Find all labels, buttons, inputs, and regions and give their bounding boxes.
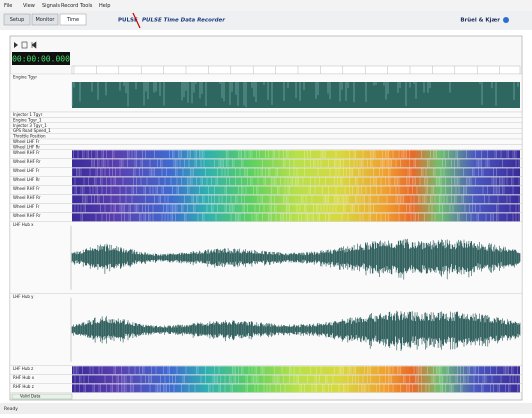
track-row [10,134,522,139]
track-label: Injector 3 Tgyr_1 [13,123,47,128]
spectrogram [72,150,520,158]
track-label: Injector 1 Tgyr [13,112,43,117]
track-label: GPS Road Speed_1 [13,128,51,133]
app-title: PULSE Time Data Recorder [142,18,225,24]
track-label: Wheel RHF Rr [13,195,41,200]
track-label: LHF Hub z [13,366,33,371]
track-row [10,117,522,122]
tabs: Setup Monitor Time [4,14,86,25]
menu-item[interactable]: Record [61,3,78,9]
valid-data-label: Valid Data [20,394,41,399]
menu-item[interactable]: File [4,3,12,9]
track-row [10,144,522,149]
menu-item[interactable]: Signals [42,3,60,9]
brand: Brüel & Kjær [460,18,500,24]
menu-item[interactable]: Tools [79,3,93,9]
track-label: LHF Hub y [13,294,34,299]
brand-logo [503,17,509,23]
track-label: LHF Hub x [13,222,34,227]
menu-item[interactable]: View [23,3,35,9]
tab-label[interactable]: Monitor [35,17,55,23]
tab-label[interactable]: Time [66,17,79,23]
track-label: Throttle Position [12,134,46,139]
spectrogram [72,159,520,167]
spectrogram [72,177,520,185]
track-label: Wheel RHF Fr [13,150,40,155]
track-label: Wheel RHF Rr [13,213,41,218]
status-text: Ready [4,406,18,412]
spectrogram [72,375,520,383]
spectrogram [72,186,520,194]
status-bar [0,403,532,414]
track-label: Engine Tgyr [13,74,37,79]
track-row [10,128,522,133]
tab-label[interactable]: Setup [10,17,25,23]
track-label: RHF Hub x [13,375,35,380]
track-label: Wheel RHF Rr [13,159,41,164]
app-window: File View SignalsRecordTools Help Setup Moni… [0,0,532,414]
track-row [10,139,522,144]
spectrogram [72,195,520,203]
track-label: Engine Tgyr_1 [13,117,42,122]
track-row [10,112,522,117]
track-label: Wheel LHF Fr [13,168,40,173]
track-row [10,123,522,128]
menu-item[interactable]: Help [99,3,110,9]
time-ruler [72,66,520,74]
track-label: Wheel RHF Fr [13,186,40,191]
track-label: Wheel LHF Rr [13,177,40,182]
track-label: Wheel LHF Fr [13,204,40,209]
track-label: Wheel LHF Fr [13,139,40,144]
track-label: RHF Hub z [13,384,34,389]
time-display: 00:00:00.000 [12,55,70,64]
track-label: Wheel LHF Rr [13,144,40,149]
